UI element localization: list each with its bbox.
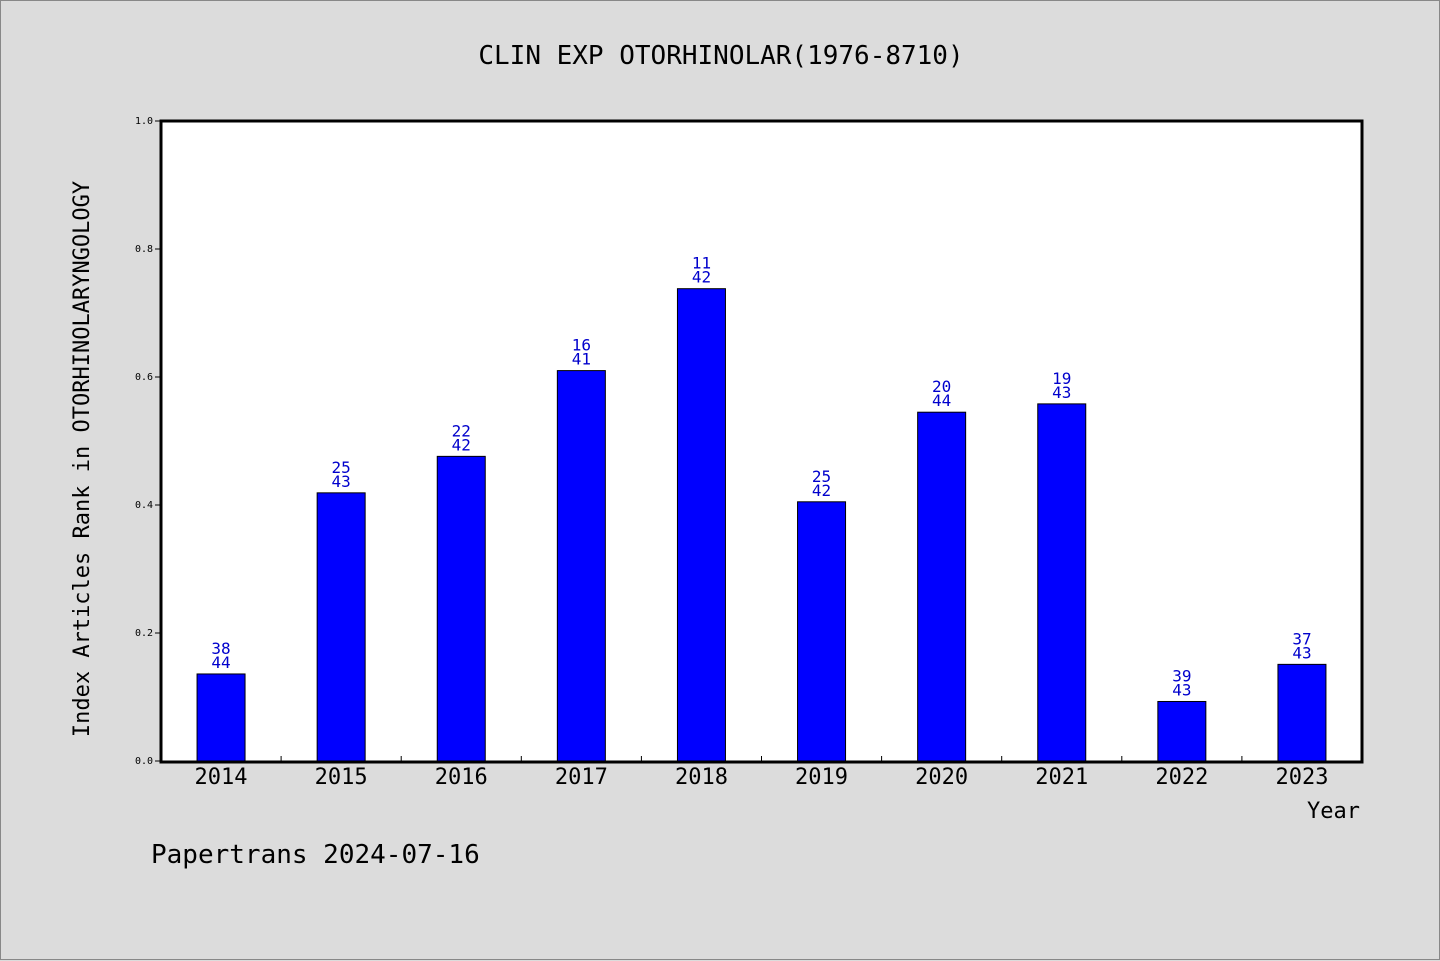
bar-2020 xyxy=(917,411,967,762)
bar-total-label: 43 xyxy=(332,472,351,491)
bar-total-label: 43 xyxy=(1292,643,1311,662)
bar-rank-label: 11 xyxy=(692,254,711,273)
bar-rank-label: 38 xyxy=(211,639,230,658)
y-tick-label: 0.6 xyxy=(135,372,153,383)
bar-rank-label: 37 xyxy=(1292,629,1311,648)
bar-rank-label: 20 xyxy=(932,377,951,396)
y-tick-label: 0.4 xyxy=(135,500,153,511)
bar-2019 xyxy=(797,501,847,762)
bar-total-label: 44 xyxy=(932,391,951,410)
x-tick-label: 2022 xyxy=(1155,765,1208,790)
bar-total-label: 42 xyxy=(452,435,471,454)
y-axis-ticks: 0.0 0.2 0.4 0.6 0.8 1.0 xyxy=(135,116,161,767)
bar-2022 xyxy=(1157,700,1207,762)
bar-2023 xyxy=(1277,663,1327,762)
bar-2018 xyxy=(676,288,726,762)
x-tick-label: 2017 xyxy=(555,765,608,790)
x-tick-label: 2023 xyxy=(1275,765,1328,790)
y-tick-label: 0.8 xyxy=(135,244,153,255)
x-axis-ticks: 2014 2015 2016 2017 2018 2019 2020 2021 2022 2023 xyxy=(195,756,1328,790)
bar-total-label: 42 xyxy=(812,481,831,500)
x-tick-label: 2021 xyxy=(1035,765,1088,790)
bar-rank-label: 16 xyxy=(572,336,591,355)
bar-rank-label: 19 xyxy=(1052,369,1071,388)
bar-total-label: 44 xyxy=(211,653,230,672)
bar-total-label: 41 xyxy=(572,350,591,369)
footer-credit: Papertrans 2024-07-16 xyxy=(151,840,480,870)
bar-rank-label: 22 xyxy=(452,421,471,440)
bar-2017 xyxy=(556,370,606,762)
chart-title: CLIN EXP OTORHINOLAR(1976-8710) xyxy=(478,41,963,71)
bar-total-label: 43 xyxy=(1172,680,1191,699)
bar-total-label: 42 xyxy=(692,268,711,287)
bar-2015 xyxy=(316,492,366,762)
y-tick-label: 0.0 xyxy=(135,756,153,767)
bar-2014 xyxy=(196,673,246,762)
y-axis-label: Index Articles Rank in OTORHINOLARYNGOLO… xyxy=(70,181,95,737)
x-tick-label: 2016 xyxy=(435,765,488,790)
x-tick-label: 2014 xyxy=(195,765,248,790)
y-tick-label: 1.0 xyxy=(135,116,153,127)
bar-rank-label: 25 xyxy=(332,458,351,477)
bar-2021 xyxy=(1037,403,1087,762)
bar-rank-label: 25 xyxy=(812,467,831,486)
bar-rank-label: 39 xyxy=(1172,666,1191,685)
x-tick-label: 2019 xyxy=(795,765,848,790)
bar-total-label: 43 xyxy=(1052,383,1071,402)
bars-group xyxy=(196,288,1327,762)
x-tick-label: 2020 xyxy=(915,765,968,790)
bar-2016 xyxy=(436,455,486,762)
x-tick-label: 2018 xyxy=(675,765,728,790)
y-tick-label: 0.2 xyxy=(135,628,153,639)
x-axis-label: Year xyxy=(1307,799,1360,824)
x-tick-label: 2015 xyxy=(315,765,368,790)
